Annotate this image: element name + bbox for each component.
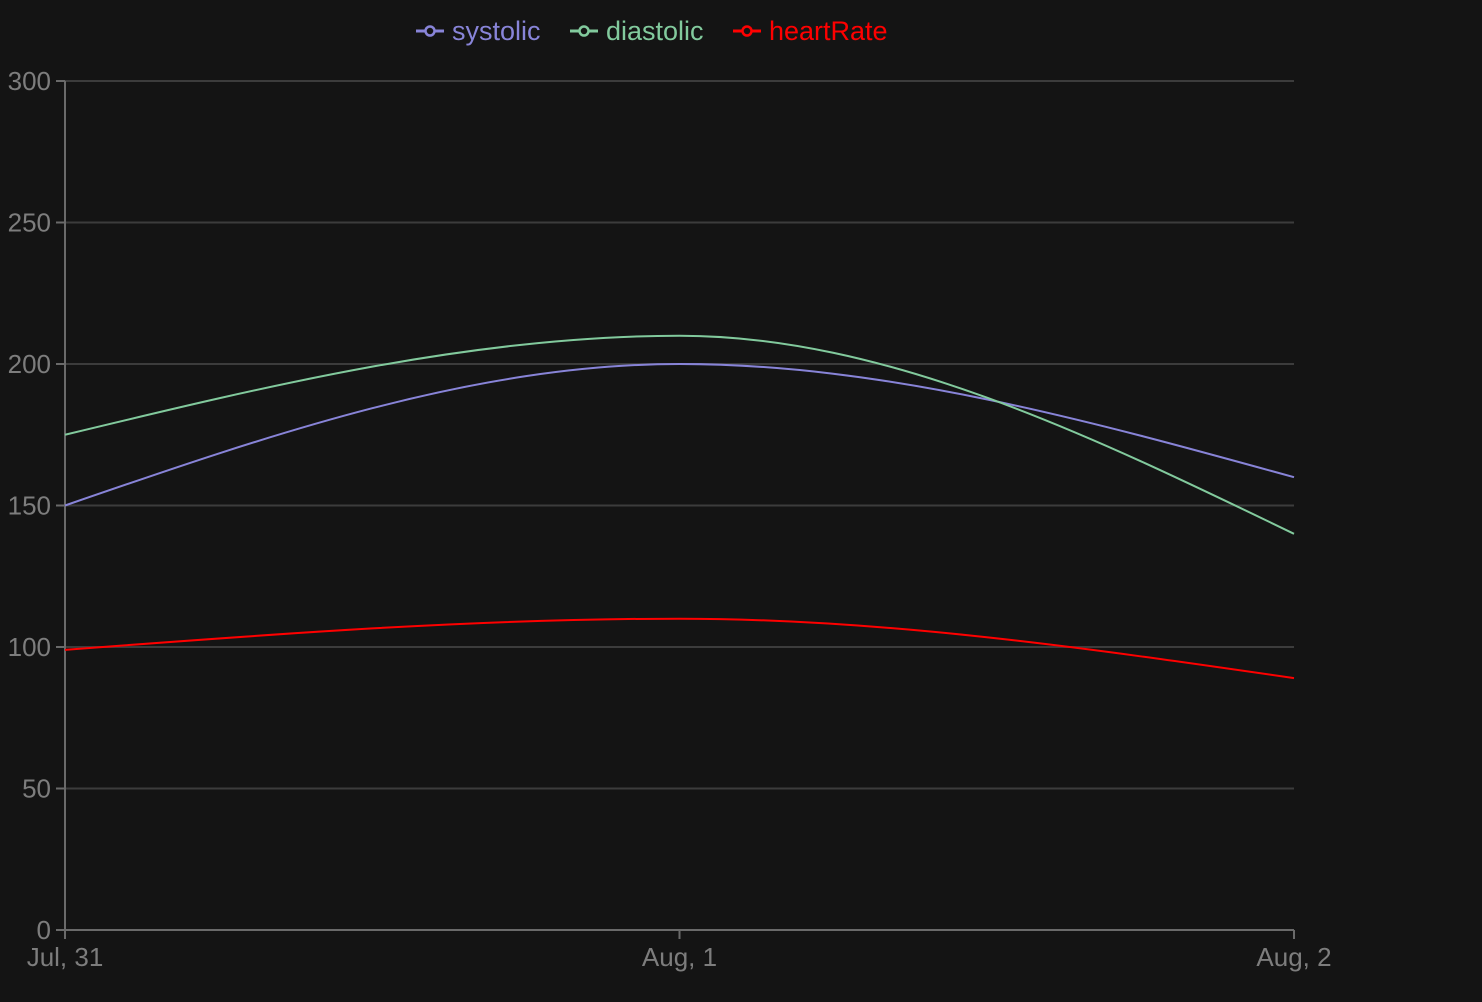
grid-lines (65, 80, 1294, 790)
x-tick-label: Aug, 1 (642, 942, 717, 972)
legend-marker-icon (741, 25, 753, 37)
series-line-systolic[interactable] (64, 362, 1295, 507)
y-tick-label: 150 (8, 491, 51, 521)
y-tick-label: 50 (22, 774, 51, 804)
legend-marker-icon (424, 25, 436, 37)
legend-marker-icon (578, 25, 590, 37)
legend-label: systolic (452, 16, 541, 46)
legend-label: heartRate (769, 16, 888, 46)
y-tick-label: 300 (8, 66, 51, 96)
legend-label: diastolic (606, 16, 704, 46)
y-tick-label: 0 (37, 915, 51, 945)
legend-item-systolic[interactable]: systolic (416, 16, 541, 46)
series-line-heartRate[interactable] (64, 617, 1295, 680)
y-tick-label: 200 (8, 349, 51, 379)
legend-item-diastolic[interactable]: diastolic (570, 16, 704, 46)
series-lines (64, 334, 1295, 680)
y-tick-label: 250 (8, 208, 51, 238)
x-tick-label: Aug, 2 (1256, 942, 1331, 972)
legend-item-heartRate[interactable]: heartRate (733, 16, 888, 46)
axes: 0 50 100 150 200 250 300 Jul, 31 Aug, 1 Aug, 2 (8, 66, 1332, 972)
series-line-diastolic[interactable] (64, 334, 1295, 535)
x-tick-label: Jul, 31 (27, 942, 104, 972)
y-tick-label: 100 (8, 632, 51, 662)
legend[interactable]: systolic diastolic heartRate (416, 16, 888, 46)
